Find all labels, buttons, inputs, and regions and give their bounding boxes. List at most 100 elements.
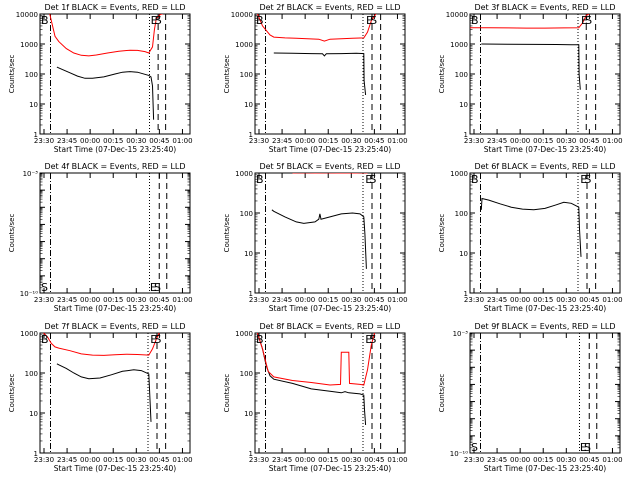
y-tick-label: 1	[34, 131, 38, 139]
y-tick-label: 100	[25, 71, 38, 79]
chart-panel-8: Det 8f BLACK = Events, RED = LLD 1 10 100 10…	[223, 322, 408, 473]
x-tick-label: 00:15	[103, 137, 123, 145]
plot-frame	[39, 172, 191, 294]
plot-frame	[469, 172, 621, 294]
x-tick-label: 23:45	[487, 137, 507, 145]
x-tick-label: 00:00	[295, 456, 315, 464]
x-tick-label: 00:00	[80, 456, 100, 464]
x-tick-label: 00:15	[103, 296, 123, 304]
x-axis-label: Start Time (07-Dec-15 23:25:40)	[484, 145, 606, 154]
x-tick-label: 23:30	[34, 137, 54, 145]
marker-label-b: B	[256, 333, 264, 346]
x-tick-label: 00:30	[341, 456, 361, 464]
marker-label-b: B	[471, 173, 479, 186]
y-tick-label: 10	[29, 410, 38, 418]
x-tick-label: 00:15	[318, 137, 338, 145]
x-tick-label: 00:30	[341, 137, 361, 145]
y-tick-label: 10	[244, 250, 253, 258]
x-tick-label: 01:00	[172, 456, 192, 464]
y-tick-label: 100	[240, 210, 253, 218]
y-axis-label: Counts/sec	[223, 374, 231, 413]
marker-label-e: E	[581, 14, 588, 27]
marker-label-e: E	[580, 173, 587, 186]
x-tick-label: 01:00	[602, 137, 622, 145]
series-line-lld	[470, 14, 590, 29]
plot-area	[265, 173, 382, 293]
x-tick-label: 01:00	[172, 296, 192, 304]
x-tick-label: 01:00	[602, 296, 622, 304]
x-axis-label: Start Time (07-Dec-15 23:25:40)	[269, 464, 391, 473]
x-tick-label: 23:30	[464, 296, 484, 304]
chart-title: Det 8f BLACK = Events, RED = LLD	[259, 322, 400, 331]
marker-label-b: B	[256, 14, 264, 27]
x-tick-label: 00:15	[533, 296, 553, 304]
x-tick-label: 01:00	[387, 296, 407, 304]
chart-title: Det 4f BLACK = Events, RED = LLD	[44, 162, 185, 171]
x-tick-label: 00:45	[149, 456, 169, 464]
y-tick-label: 10000	[231, 11, 253, 19]
y-axis-label: Counts/sec	[438, 374, 446, 413]
plot-area	[470, 14, 597, 134]
x-tick-label: 23:45	[487, 456, 507, 464]
x-tick-label: 01:00	[387, 456, 407, 464]
x-tick-label: 00:45	[579, 456, 599, 464]
series-line-events	[271, 209, 367, 269]
series-line-lld	[49, 14, 164, 57]
y-tick-label: 10	[459, 101, 468, 109]
plot-area	[50, 173, 168, 293]
x-tick-label: 00:30	[126, 296, 146, 304]
x-axis-label: Start Time (07-Dec-15 23:25:40)	[54, 464, 176, 473]
x-axis-label: Start Time (07-Dec-15 23:25:40)	[269, 304, 391, 313]
x-tick-label: 23:45	[272, 137, 292, 145]
x-tick-label: 00:30	[556, 137, 576, 145]
chart-title: Det 7f BLACK = Events, RED = LLD	[44, 322, 185, 331]
chart-panel-7: Det 7f BLACK = Events, RED = LLD 1 10 100 10…	[8, 322, 193, 473]
y-tick-label: 100	[240, 71, 253, 79]
y-axis-label: Counts/sec	[8, 214, 16, 253]
x-tick-label: 00:15	[103, 456, 123, 464]
x-tick-label: 23:30	[249, 137, 269, 145]
y-tick-label: 10⁻³	[453, 330, 469, 338]
series-line-lld	[256, 14, 377, 42]
x-tick-label: 00:30	[341, 296, 361, 304]
x-tick-label: 23:30	[249, 456, 269, 464]
x-axis-label: Start Time (07-Dec-15 23:25:40)	[54, 304, 176, 313]
marker-label-e: E	[150, 333, 157, 346]
chart-panel-4: Det 4f BLACK = Events, RED = LLD 10⁻¹⁰ 10⁻…	[8, 162, 193, 313]
plot-area	[480, 173, 597, 293]
plot-area	[256, 14, 382, 134]
chart-panel-3: Det 3f BLACK = Events, RED = LLD 1 10 100 10…	[438, 3, 623, 154]
plot-frame	[469, 332, 621, 454]
series-line-events	[273, 52, 367, 96]
x-tick-label: 00:00	[510, 296, 530, 304]
y-tick-label: 100	[455, 210, 468, 218]
y-tick-label: 10⁻³	[23, 170, 39, 178]
x-tick-label: 00:45	[149, 296, 169, 304]
chart-title: Det 6f BLACK = Events, RED = LLD	[474, 162, 615, 171]
x-tick-label: 23:45	[57, 296, 77, 304]
series-line-lld	[42, 333, 160, 356]
plot-frame	[254, 332, 406, 454]
x-tick-label: 01:00	[172, 137, 192, 145]
x-tick-label: 23:45	[272, 456, 292, 464]
y-tick-label: 100	[25, 370, 38, 378]
plot-frame	[254, 13, 406, 135]
marker-label-e: E	[151, 14, 158, 27]
plot-area	[42, 333, 167, 453]
marker-label-s: S	[41, 281, 48, 294]
y-axis-label: Counts/sec	[438, 55, 446, 94]
chart-title: Det 5f BLACK = Events, RED = LLD	[259, 162, 400, 171]
x-axis-label: Start Time (07-Dec-15 23:25:40)	[54, 145, 176, 154]
x-tick-label: 00:45	[364, 137, 384, 145]
y-tick-label: 10000	[16, 11, 38, 19]
x-axis-label: Start Time (07-Dec-15 23:25:40)	[269, 145, 391, 154]
x-tick-label: 23:45	[57, 456, 77, 464]
plot-frame	[469, 13, 621, 135]
x-tick-label: 00:30	[556, 296, 576, 304]
x-tick-label: 00:00	[295, 296, 315, 304]
series-line-events	[56, 66, 155, 120]
x-tick-label: 00:30	[126, 137, 146, 145]
x-tick-label: 00:15	[533, 137, 553, 145]
y-tick-label: 10⁻¹⁰	[20, 290, 38, 298]
x-axis-label: Start Time (07-Dec-15 23:25:40)	[484, 464, 606, 473]
